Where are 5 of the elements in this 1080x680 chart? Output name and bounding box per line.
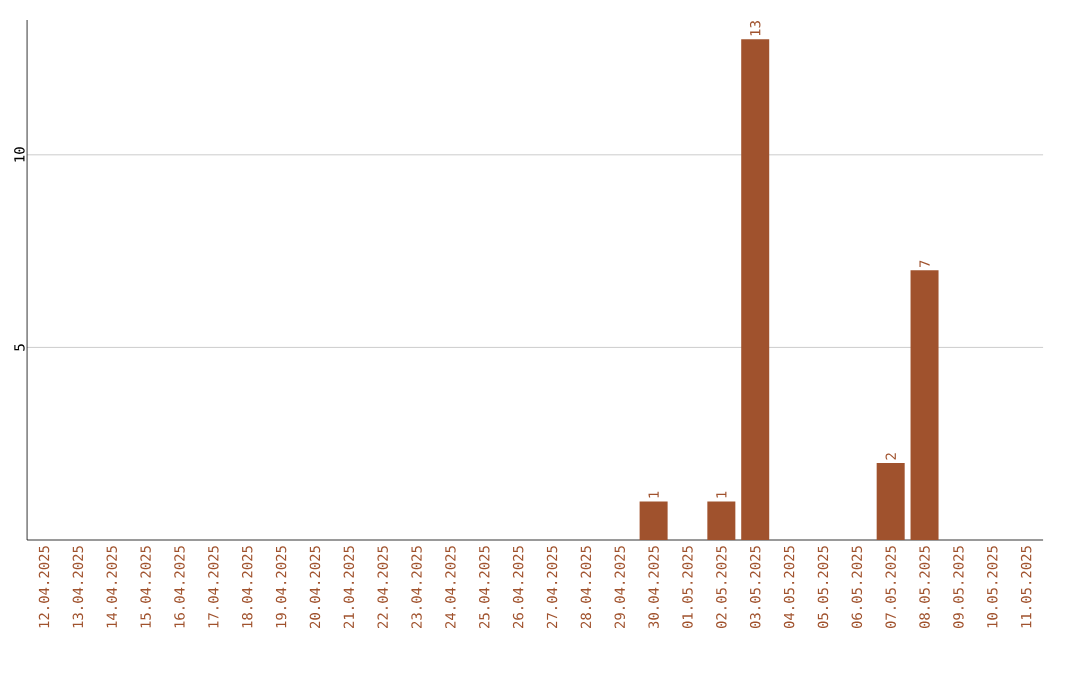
bar [876, 462, 905, 540]
bar [707, 501, 736, 540]
bar [910, 270, 939, 540]
bar [639, 501, 668, 540]
bar [741, 39, 770, 540]
